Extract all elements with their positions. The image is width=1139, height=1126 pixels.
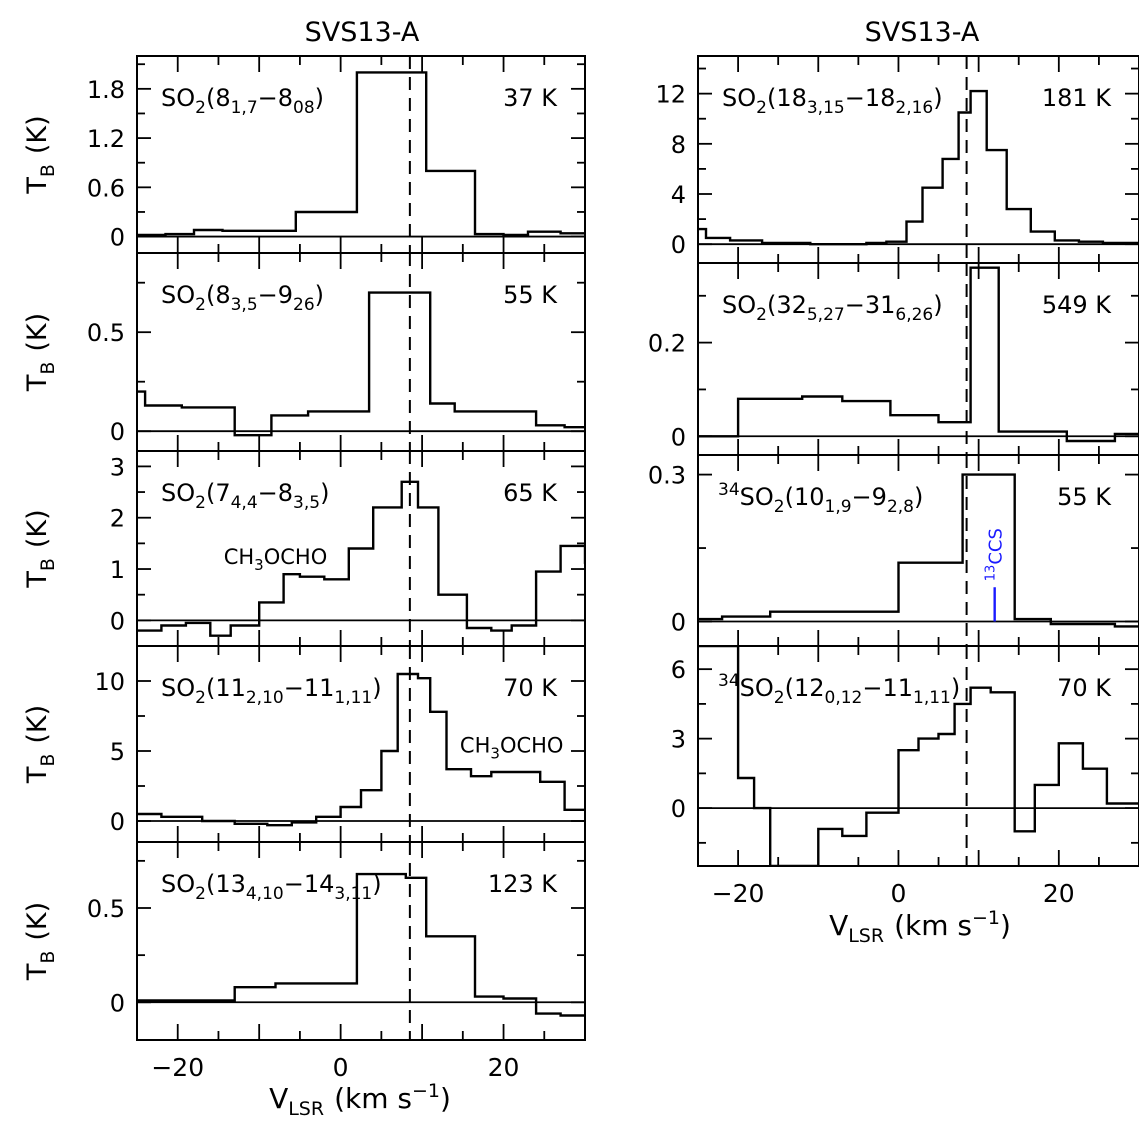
y-tick-label: 0 xyxy=(671,609,686,637)
upper-level-energy: 123 K xyxy=(488,870,558,898)
transition-label: SO2(74,4−83,5) xyxy=(161,479,329,513)
y-tick-label: 0.5 xyxy=(87,319,125,347)
spectrum-line xyxy=(698,266,1139,443)
spectrum-panel-9: 0 3 6 −20 0 20 34SO2(120,12−111,11) 70 K xyxy=(671,645,1139,908)
y-tick-label: 0 xyxy=(110,224,125,252)
spectrum-line xyxy=(698,646,1139,866)
spectrum-panel-3: 0 1 2 3 TB(K) SO2(74,4−83,5) 65 K CH3OCHO xyxy=(22,450,586,647)
spectrum-line xyxy=(698,89,1139,246)
y-tick-label: 10 xyxy=(94,668,125,696)
upper-level-energy: 549 K xyxy=(1042,291,1112,319)
left-column-labels: SVS13-A VLSR (km s−1) xyxy=(269,17,451,1120)
y-tick-label: 5 xyxy=(110,738,125,766)
transition-label: SO2(112,10−111,11) xyxy=(161,674,382,708)
left-column-title: SVS13-A xyxy=(305,17,420,48)
y-tick-label: 8 xyxy=(671,131,686,159)
transition-label: SO2(325,27−316,26) xyxy=(722,291,943,325)
upper-level-energy: 181 K xyxy=(1042,84,1112,112)
transition-label: SO2(183,15−182,16) xyxy=(722,84,943,118)
spectrum-line xyxy=(137,672,585,827)
x-tick-label: 20 xyxy=(1043,879,1075,908)
y-tick-label: 6 xyxy=(671,656,686,684)
spectrum-panel-2: 0 0.5 TB(K) SO2(83,5−926) 55 K xyxy=(22,252,586,452)
y-tick-label: 0.5 xyxy=(87,895,125,923)
transition-label: SO2(134,10−143,11) xyxy=(161,870,382,904)
annotation-ch3ocho: CH3OCHO xyxy=(224,545,328,574)
y-tick-label: 0 xyxy=(671,423,686,451)
y-tick-label: 0.6 xyxy=(87,174,125,202)
spectrum-line xyxy=(137,71,585,237)
panel-frame xyxy=(136,841,586,1041)
y-tick-label: 0 xyxy=(110,808,125,836)
y-tick-label: 4 xyxy=(671,181,686,209)
y-tick-label: 3 xyxy=(110,453,125,481)
panel-frame xyxy=(697,645,1139,867)
x-tick-label: 20 xyxy=(488,1053,520,1082)
annotation-13ccs: 13CCS xyxy=(984,528,1007,581)
upper-level-energy: 70 K xyxy=(1057,674,1112,702)
left-x-axis-label: VLSR (km s−1) xyxy=(269,1080,451,1120)
spectrum-line xyxy=(698,473,1139,628)
y-axis-label: TB(K) xyxy=(22,509,59,588)
right-column-title: SVS13-A xyxy=(865,17,980,48)
y-tick-label: 3 xyxy=(671,726,686,754)
upper-level-energy: 65 K xyxy=(503,479,558,507)
spectrum-panel-6: 0 4 8 12 SO2(183,15−182,16) 181 K xyxy=(655,55,1139,264)
transition-label: SO2(83,5−926) xyxy=(161,281,324,315)
upper-level-energy: 55 K xyxy=(1057,483,1112,511)
annotation-ch3ocho: CH3OCHO xyxy=(460,733,564,762)
y-tick-label: 12 xyxy=(655,81,686,109)
spectrum-panel-7: 0 0.2 SO2(325,27−316,26) 549 K xyxy=(648,262,1139,456)
transition-label: 34SO2(120,12−111,11) xyxy=(718,671,960,708)
y-tick-label: 0 xyxy=(110,418,125,446)
y-tick-label: 0 xyxy=(671,795,686,823)
spectrum-panel-8: 0 0.3 34SO2(101,9−92,8) 55 K 13CCS xyxy=(648,454,1139,647)
upper-level-energy: 70 K xyxy=(503,674,558,702)
y-tick-label: 0 xyxy=(671,231,686,259)
transition-label: 34SO2(101,9−92,8) xyxy=(718,480,923,517)
x-tick-label: 0 xyxy=(891,879,907,908)
spectrum-panel-1: 0 0.6 1.2 1.8 TB(K) SO2(81,7−808) 37 K xyxy=(22,55,586,254)
y-tick-label: 0 xyxy=(110,607,125,635)
x-tick-label: −20 xyxy=(712,879,765,908)
y-tick-label: 0.2 xyxy=(648,330,686,358)
y-tick-label: 1.2 xyxy=(87,125,125,153)
right-x-axis-label: VLSR (km s−1) xyxy=(829,907,1011,947)
y-axis-label: TB(K) xyxy=(22,902,59,981)
spectrum-panel-5: 0 0.5 TB(K) −20 0 20 SO2(134,10−143,11) 123 K xyxy=(22,841,586,1082)
y-axis-label: TB(K) xyxy=(22,313,59,392)
x-tick-label: 0 xyxy=(333,1053,349,1082)
y-tick-label: 2 xyxy=(110,505,125,533)
spectrum-panel-4: 0 5 10 TB(K) SO2(112,10−111,11) 70 K CH3OCHO xyxy=(22,645,586,843)
y-tick-label: 1.8 xyxy=(87,76,125,104)
y-tick-label: 1 xyxy=(110,556,125,584)
y-tick-label: 0 xyxy=(110,989,125,1017)
upper-level-energy: 55 K xyxy=(503,281,558,309)
right-column-labels: SVS13-A VLSR (km s−1) xyxy=(829,17,1011,947)
transition-label: SO2(81,7−808) xyxy=(161,84,324,118)
spectrum-line xyxy=(137,291,585,437)
y-tick-label: 0.3 xyxy=(648,462,686,490)
y-axis-label: TB(K) xyxy=(22,705,59,784)
spectrum-line xyxy=(137,480,585,637)
spectrum-line xyxy=(137,872,585,1017)
upper-level-energy: 37 K xyxy=(503,84,558,112)
y-axis-label: TB(K) xyxy=(22,115,59,194)
x-tick-label: −20 xyxy=(151,1053,204,1082)
